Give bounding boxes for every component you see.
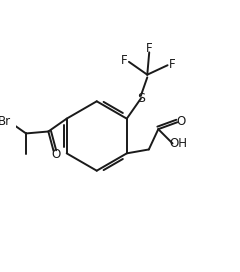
Text: F: F (121, 54, 127, 67)
Text: S: S (137, 92, 145, 105)
Text: F: F (146, 42, 153, 55)
Text: Br: Br (0, 115, 11, 128)
Text: OH: OH (170, 137, 188, 150)
Text: F: F (169, 58, 176, 71)
Text: O: O (51, 148, 60, 161)
Text: O: O (176, 115, 186, 128)
